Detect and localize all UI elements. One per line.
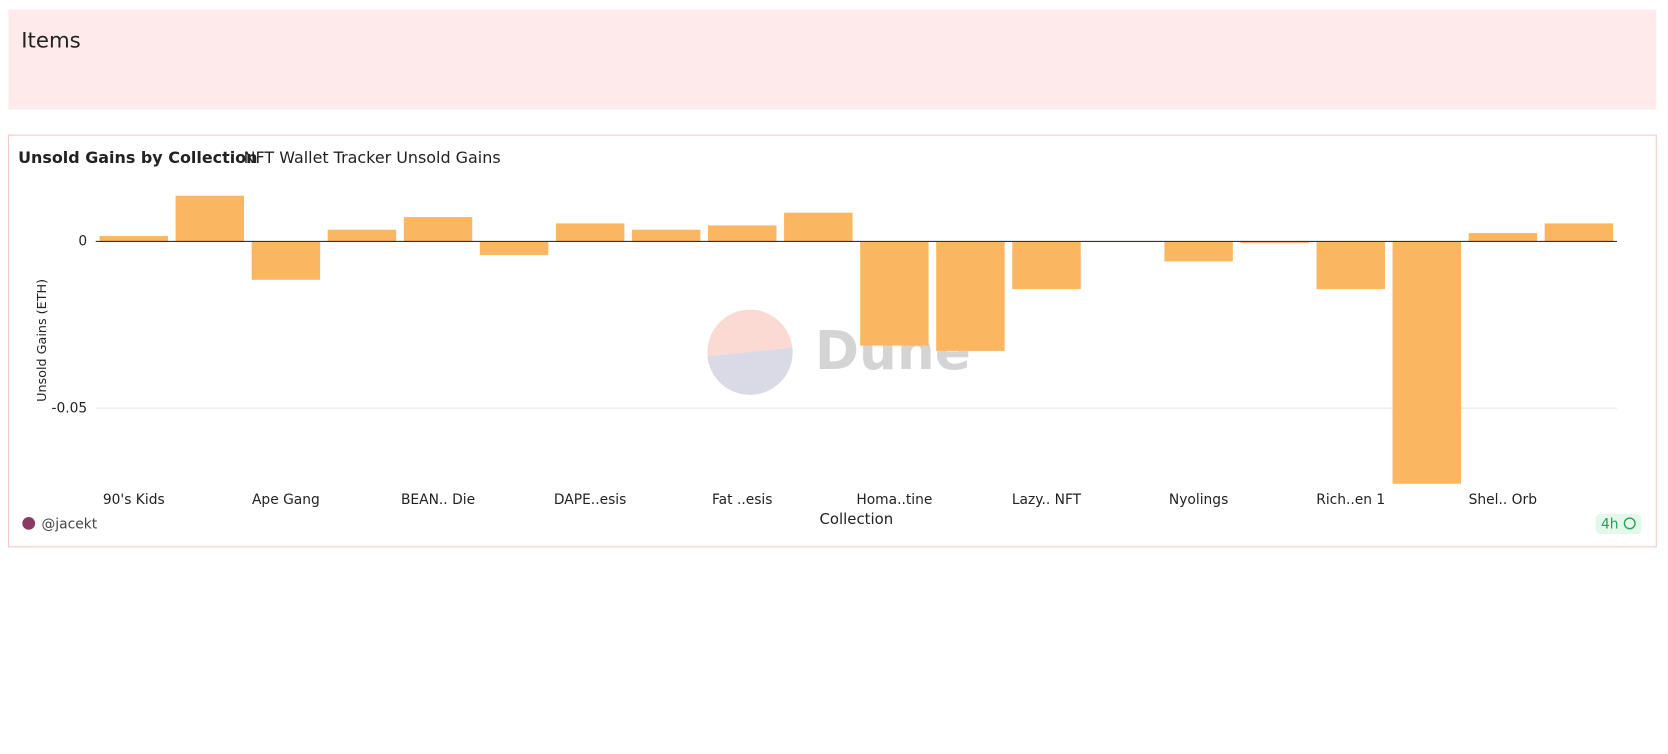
- bar: [1392, 241, 1462, 484]
- x-tick-label: BEAN.. Die: [401, 492, 475, 508]
- bar: [936, 241, 1005, 351]
- bar: [251, 241, 321, 280]
- chart-title: Unsold Gains by Collection: [18, 148, 257, 167]
- x-tick-label: Fat ..esis: [712, 492, 772, 508]
- x-tick-label: DAPE..esis: [554, 492, 626, 508]
- freshness: 4h: [1601, 516, 1619, 532]
- bar: [1468, 233, 1538, 242]
- author[interactable]: @jacekt: [41, 516, 97, 532]
- bar: [1164, 241, 1233, 262]
- bar: [479, 241, 549, 256]
- y-tick-label: -0.05: [51, 400, 87, 416]
- watermark-logo-part: [707, 347, 793, 395]
- x-tick-label: Ape Gang: [252, 492, 320, 508]
- x-tick-label: Shel.. Orb: [1469, 492, 1538, 508]
- text-widget: [8, 9, 1657, 110]
- x-axis-label: Collection: [820, 510, 894, 528]
- bar: [1316, 241, 1385, 290]
- x-tick-label: Nyolings: [1169, 492, 1228, 508]
- bar: [860, 241, 929, 346]
- bar: [784, 212, 853, 242]
- x-tick-label: Homa..tine: [856, 492, 932, 508]
- chart-subtitle: NFT Wallet Tracker Unsold Gains: [244, 148, 501, 167]
- author-avatar: [22, 517, 36, 530]
- bar: [403, 217, 473, 242]
- x-tick-label: Lazy.. NFT: [1012, 492, 1082, 508]
- widget-title: Items: [21, 29, 80, 54]
- bar: [99, 236, 168, 242]
- x-tick-label: Rich..en 1: [1316, 492, 1385, 508]
- bar: [1240, 241, 1309, 244]
- x-tick-label: 90's Kids: [103, 492, 165, 508]
- bar: [1544, 223, 1614, 242]
- bar: [1012, 241, 1081, 290]
- bar: [555, 223, 625, 242]
- check-icon: [1623, 517, 1636, 530]
- bar: [708, 225, 777, 242]
- bar: [631, 229, 701, 242]
- chart-widget: [7, 134, 1657, 548]
- bar: [175, 195, 245, 242]
- bar: [327, 229, 397, 242]
- y-axis-label: Unsold Gains (ETH): [35, 279, 50, 402]
- y-tick-label: 0: [78, 233, 87, 249]
- plot: -0.05 0 90's Kids Ape Gang BEAN.. Die DAPE..e…: [51, 195, 1617, 508]
